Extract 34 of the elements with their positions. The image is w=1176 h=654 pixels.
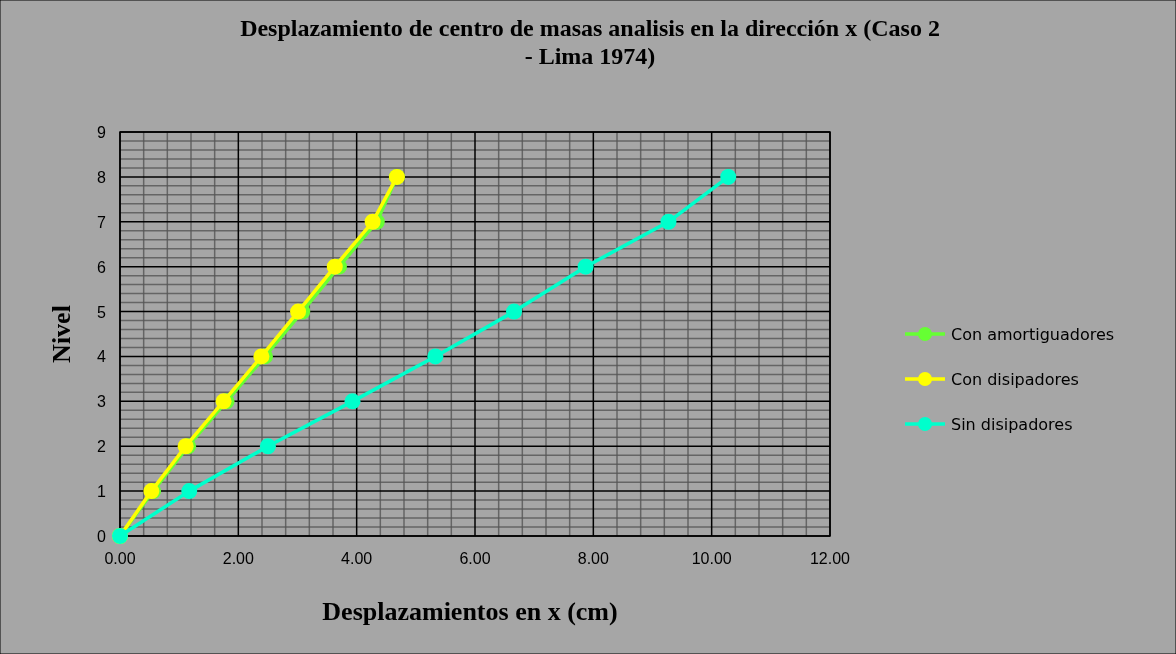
legend-label: Con disipadores (951, 370, 1079, 389)
point (326, 258, 343, 275)
point (259, 438, 276, 455)
y-tick-label: 9 (97, 124, 107, 141)
point (720, 168, 737, 185)
x-tick-label: 12.00 (809, 550, 851, 567)
y-axis-title: Nivel (47, 305, 76, 363)
point (364, 213, 381, 230)
point (290, 303, 307, 320)
x-tick-label: 10.00 (691, 550, 732, 567)
x-tick-label: 2.00 (222, 550, 255, 567)
point (181, 483, 198, 500)
y-tick-label: 4 (97, 348, 107, 366)
chart-title: Desplazamiento de centro de masas analisis en la dirección x (Caso 2 - Lima 1974) (240, 15, 940, 69)
y-tick-label: 3 (97, 393, 107, 411)
point (577, 258, 594, 275)
point (660, 213, 677, 230)
y-tick-label: 0 (97, 528, 107, 545)
y-tick-label: 2 (97, 438, 107, 456)
x-tick-label: 6.00 (459, 550, 491, 567)
legend-label: Sin disipadores (951, 415, 1073, 434)
point (344, 393, 361, 410)
point (427, 348, 444, 365)
y-tick-label: 8 (97, 168, 107, 186)
y-tick-label: 7 (97, 213, 107, 231)
x-tick-label: 4.00 (341, 550, 373, 567)
x-tick-label: 8.00 (577, 550, 610, 567)
point (506, 303, 523, 320)
y-tick-label: 5 (97, 303, 107, 321)
x-tick-label: 0.00 (104, 550, 136, 567)
x-axis-title: Desplazamientos en x (cm) (322, 597, 618, 626)
legend-label: Con amortiguadores (951, 325, 1115, 344)
y-tick-label: 1 (97, 483, 107, 501)
y-tick-label: 6 (97, 258, 107, 276)
